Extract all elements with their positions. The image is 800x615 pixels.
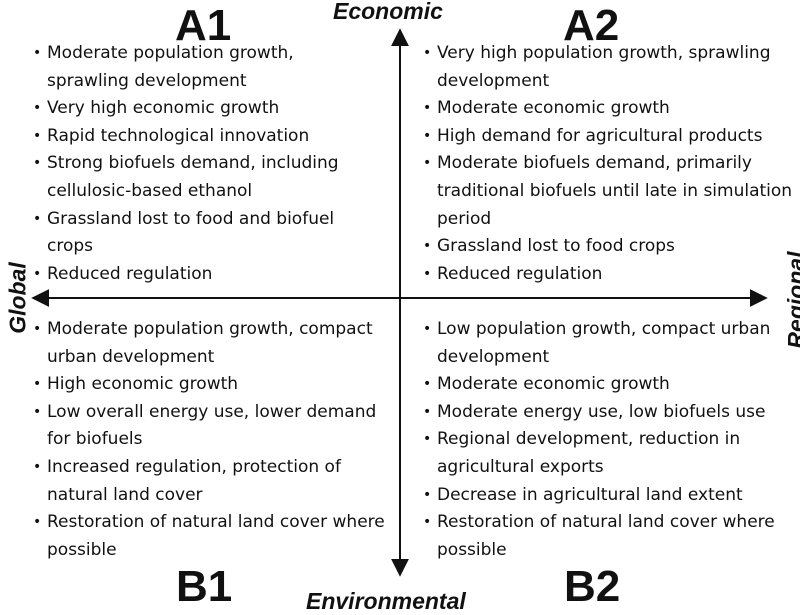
quadrant-b2-list: Low population growth, compact urban dev… <box>423 316 799 564</box>
list-item: Moderate population growth, sprawling de… <box>33 40 378 95</box>
list-item: Regional development, reduction in agric… <box>423 426 799 481</box>
quadrant-a1-list: Moderate population growth, sprawling de… <box>33 40 378 288</box>
list-item: Decrease in agricultural land extent <box>423 482 799 510</box>
list-item: Grassland lost to food crops <box>423 233 793 261</box>
list-item: Increased regulation, protection of natu… <box>33 454 388 509</box>
list-item: Very high economic growth <box>33 95 378 123</box>
list-item: Moderate economic growth <box>423 371 799 399</box>
list-item: Strong biofuels demand, including cellul… <box>33 150 378 205</box>
quadrant-a2-list: Very high population growth, sprawling d… <box>423 40 793 288</box>
quadrant-b1-list: Moderate population growth, compact urba… <box>33 316 388 564</box>
list-item: Moderate biofuels demand, primarily trad… <box>423 150 793 233</box>
list-item: Grassland lost to food and biofuel crops <box>33 206 378 261</box>
list-item: High demand for agricultural products <box>423 123 793 151</box>
list-item: Low population growth, compact urban dev… <box>423 316 799 371</box>
list-item: Reduced regulation <box>33 261 378 289</box>
list-item: Reduced regulation <box>423 261 793 289</box>
list-item: Moderate economic growth <box>423 95 793 123</box>
list-item: Rapid technological innovation <box>33 123 378 151</box>
quadrant-title-b1: B1 <box>176 562 233 611</box>
axis-label-top: Economic <box>333 0 443 24</box>
list-item: Moderate population growth, compact urba… <box>33 316 388 371</box>
quadrant-title-b2: B2 <box>564 562 621 611</box>
list-item: Moderate energy use, low biofuels use <box>423 399 799 427</box>
list-item: High economic growth <box>33 371 388 399</box>
list-item: Low overall energy use, lower demand for… <box>33 399 388 454</box>
list-item: Very high population growth, sprawling d… <box>423 40 793 95</box>
list-item: Restoration of natural land cover where … <box>33 509 388 564</box>
list-item: Restoration of natural land cover where … <box>423 509 799 564</box>
axis-label-bottom: Environmental <box>306 588 466 614</box>
axis-label-left: Global <box>4 262 31 334</box>
